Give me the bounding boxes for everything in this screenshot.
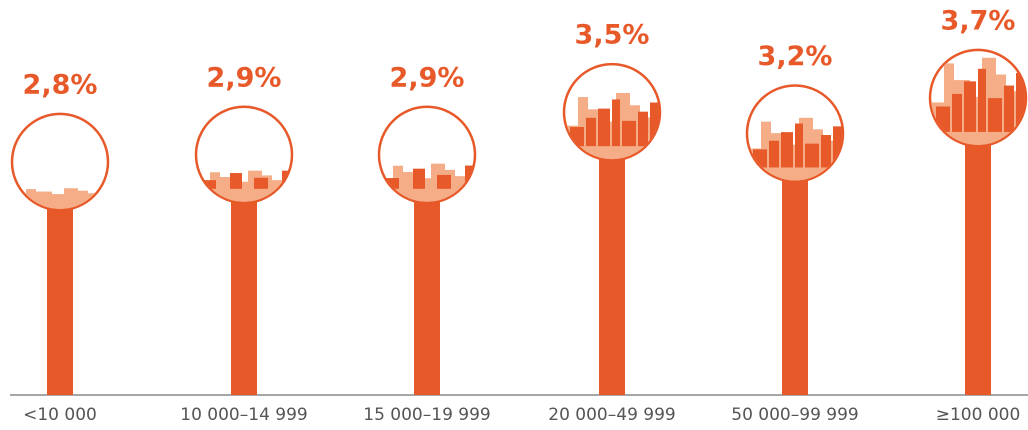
category-label: 20 000–49 999 bbox=[548, 405, 675, 425]
value-label: 2,9% bbox=[207, 62, 282, 93]
value-label: 2,8% bbox=[23, 69, 98, 100]
value-label: 3,5% bbox=[575, 20, 650, 51]
stick bbox=[414, 200, 440, 395]
stick bbox=[599, 158, 625, 395]
stick bbox=[782, 179, 808, 395]
category-label: ≥100 000 bbox=[936, 405, 1021, 425]
category-label: <10 000 bbox=[23, 405, 97, 425]
category-label: 50 000–99 999 bbox=[731, 405, 858, 425]
value-label: 2,9% bbox=[390, 62, 465, 93]
category-label: 15 000–19 999 bbox=[363, 405, 490, 425]
stick bbox=[231, 200, 257, 395]
bubble bbox=[10, 112, 110, 212]
value-label: 3,2% bbox=[758, 41, 833, 72]
category-label: 10 000–14 999 bbox=[180, 405, 307, 425]
stick bbox=[47, 207, 73, 395]
value-label: 3,7% bbox=[941, 5, 1016, 36]
stick bbox=[965, 143, 991, 395]
